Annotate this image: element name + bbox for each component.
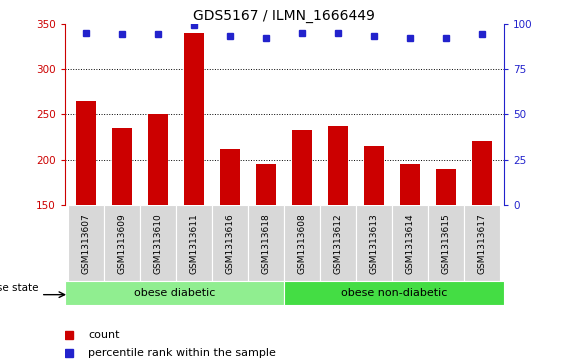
Bar [392,205,428,281]
Text: GSM1313610: GSM1313610 [154,213,163,274]
Bar [328,126,348,341]
Bar [176,205,212,281]
Text: GSM1313608: GSM1313608 [298,213,307,274]
Bar [104,205,140,281]
Text: GSM1313615: GSM1313615 [442,213,451,274]
Text: GSM1313614: GSM1313614 [406,213,415,274]
Bar [400,164,420,341]
Bar [320,205,356,281]
Bar [256,164,276,341]
Bar [428,205,464,281]
Text: GSM1313617: GSM1313617 [478,213,487,274]
Text: GSM1313618: GSM1313618 [262,213,271,274]
Bar [248,205,284,281]
Text: GSM1313612: GSM1313612 [334,213,343,274]
Bar [364,146,384,341]
Bar [436,169,456,341]
Bar [77,101,96,341]
Bar [68,205,104,281]
Bar [356,205,392,281]
Bar [149,114,168,341]
Text: percentile rank within the sample: percentile rank within the sample [88,348,276,358]
Bar [140,205,176,281]
Bar [292,130,312,341]
Text: obese diabetic: obese diabetic [134,288,215,298]
Bar [113,128,132,341]
Bar [221,149,240,341]
Bar [464,205,501,281]
Text: count: count [88,330,119,340]
Bar [185,33,204,341]
Text: GSM1313607: GSM1313607 [82,213,91,274]
Bar [212,205,248,281]
Bar [65,281,284,305]
Title: GDS5167 / ILMN_1666449: GDS5167 / ILMN_1666449 [193,9,376,23]
Text: GSM1313613: GSM1313613 [370,213,379,274]
Bar [472,140,492,341]
Bar [284,281,504,305]
Bar [284,205,320,281]
Text: GSM1313609: GSM1313609 [118,213,127,274]
Text: GSM1313611: GSM1313611 [190,213,199,274]
Text: obese non-diabetic: obese non-diabetic [341,288,447,298]
Text: GSM1313616: GSM1313616 [226,213,235,274]
Text: disease state: disease state [0,284,39,294]
